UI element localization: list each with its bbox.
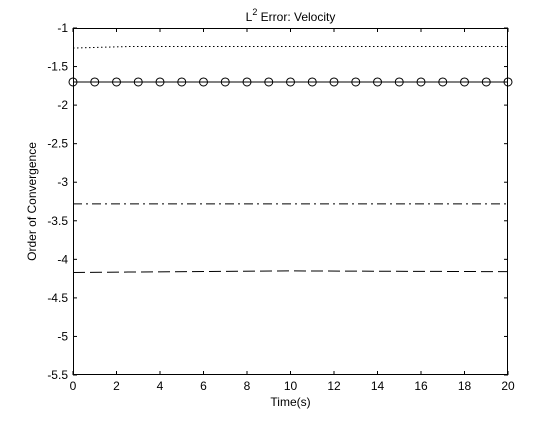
series-2-marker	[351, 77, 361, 87]
series-2-marker	[394, 77, 404, 87]
y-tick-label: -5	[57, 329, 68, 343]
series-2-marker	[220, 77, 230, 87]
x-tick-label: 2	[113, 379, 120, 393]
series-2-marker	[242, 77, 252, 87]
x-tick-label: 8	[244, 379, 251, 393]
series-2-marker	[329, 77, 339, 87]
series-2-marker	[112, 77, 121, 87]
x-tick-label: 10	[284, 379, 298, 393]
chart-title-text: Error: Velocity	[257, 10, 335, 24]
x-tick-label: 4	[157, 379, 164, 393]
series-2-marker	[481, 77, 491, 87]
y-tick-label: -3.5	[47, 214, 68, 228]
x-tick-label: 0	[70, 379, 77, 393]
series-layer	[68, 46, 513, 273]
series-2-marker	[177, 77, 187, 87]
x-axis-label: Time(s)	[270, 395, 310, 409]
x-tick-label: 16	[414, 379, 428, 393]
y-tick-label: -3	[57, 175, 68, 189]
x-tick-label: 18	[458, 379, 472, 393]
series-2-marker	[460, 77, 469, 87]
x-tick-label: 20	[501, 379, 515, 393]
y-tick-label: -4	[57, 252, 68, 266]
chart-title-superscript: 2	[252, 7, 257, 17]
series-2-marker	[133, 77, 143, 87]
y-tick-label: -5.5	[47, 368, 68, 382]
chart-title: L2 Error: Velocity	[246, 7, 336, 24]
series-2-marker	[264, 77, 274, 87]
series-line-4	[72, 270, 509, 273]
y-tick-label: -4.5	[47, 291, 68, 305]
x-tick-label: 6	[200, 379, 207, 393]
series-2-marker	[286, 77, 295, 87]
y-tick-label: -2	[57, 98, 68, 112]
series-2-marker	[373, 77, 382, 87]
x-tick-label: 12	[327, 379, 341, 393]
chart-title-prefix: L	[246, 10, 253, 24]
x-axis-ticks: 0 2 4 6 8 10 12 14 16 18 20	[70, 28, 515, 393]
series-2-marker	[199, 77, 208, 87]
plot-area	[73, 28, 508, 375]
series-2-marker	[416, 77, 426, 87]
y-tick-label: -1	[57, 21, 68, 35]
y-axis-ticks: -1 -1.5 -2 -2.5 -3 -3.5 -4 -4.5 -5 -5.5	[47, 21, 508, 382]
series-2-marker	[90, 77, 100, 87]
y-axis-label: Order of Convergence	[25, 142, 39, 261]
series-2-marker	[155, 77, 165, 87]
y-tick-label: -1.5	[47, 60, 68, 74]
x-tick-label: 14	[371, 379, 385, 393]
series-2-marker	[438, 77, 448, 87]
series-line-1	[72, 46, 508, 49]
y-tick-label: -2.5	[47, 137, 68, 151]
series-2-marker	[307, 77, 317, 87]
